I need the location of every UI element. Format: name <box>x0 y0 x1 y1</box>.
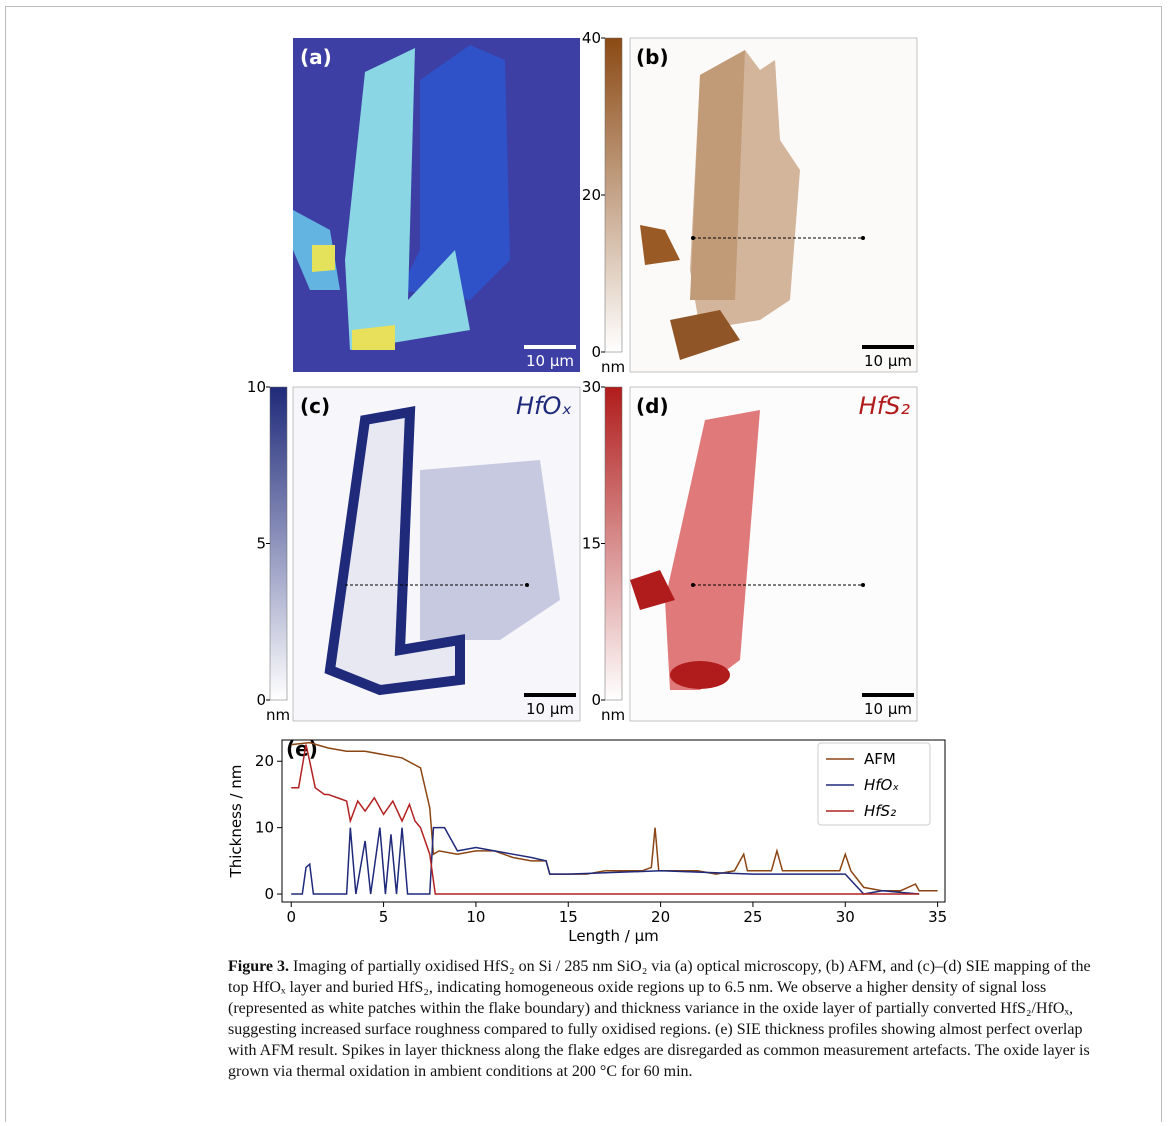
panel-label: (a) <box>300 45 332 69</box>
panel-label: (b) <box>636 45 669 69</box>
scalebar-label: 10 μm <box>526 352 574 370</box>
caption-text: Imaging of partially oxidised HfS₂ on Si… <box>228 958 1091 1080</box>
x-tick-label: 0 <box>286 908 296 926</box>
x-tick-label: 15 <box>559 908 578 926</box>
panel-tag: HfS₂ <box>859 392 911 420</box>
x-tick-label: 30 <box>836 908 855 926</box>
legend-label: HfS₂ <box>864 802 896 820</box>
caption-label: Figure 3. <box>228 958 290 975</box>
x-tick-label: 25 <box>743 908 762 926</box>
colorbar-tick-label: 15 <box>582 535 601 553</box>
x-tick-label: 10 <box>466 908 485 926</box>
x-axis-label: Length / μm <box>568 927 658 945</box>
legend-label: AFM <box>864 750 896 768</box>
colorbar-unit: nm <box>601 706 625 724</box>
y-tick-label: 20 <box>255 752 274 770</box>
figure: 10 μm 10 μm 10 μm 10 μm (a) (b) (c) (d) … <box>227 29 947 945</box>
x-tick-label: 35 <box>928 908 947 926</box>
frame <box>5 6 1162 1122</box>
legend-box <box>817 742 931 826</box>
scalebar-label: 10 μm <box>864 352 912 370</box>
colorbar <box>269 386 288 701</box>
colorbar-tick-label: 40 <box>582 29 601 47</box>
scalebars <box>524 345 914 697</box>
colorbar-unit: nm <box>266 706 290 724</box>
panel-d-image <box>629 386 918 722</box>
colorbar-tick-label: 30 <box>582 378 601 396</box>
colorbar-tick-label: 0 <box>591 343 601 361</box>
colorbar <box>604 37 623 353</box>
panel-label: (c) <box>300 394 330 418</box>
chart-title: (e) <box>286 737 318 761</box>
plot-frame <box>281 739 946 903</box>
panel-a-image <box>293 38 580 372</box>
colorbar-tick-label: 0 <box>256 691 266 709</box>
caption: Figure 3. Imaging of partially oxidised … <box>228 956 1108 1082</box>
scalebar-label: 10 μm <box>526 700 574 718</box>
panel-b-image <box>629 37 918 373</box>
colorbar-tick-label: 0 <box>591 691 601 709</box>
series-line <box>291 826 920 895</box>
colorbar-unit: nm <box>601 358 625 376</box>
panel-label: (d) <box>636 394 669 418</box>
series-line <box>291 741 938 892</box>
scalebar-label: 10 μm <box>864 700 912 718</box>
colorbar-tick-label: 5 <box>256 535 266 553</box>
series-line <box>291 744 920 895</box>
y-tick-label: 0 <box>264 885 274 903</box>
x-tick-label: 20 <box>651 908 670 926</box>
panel-tag: HfOₓ <box>516 392 572 420</box>
colorbar-tick-label: 10 <box>247 378 266 396</box>
x-tick-label: 5 <box>379 908 389 926</box>
colorbar-tick-label: 20 <box>582 186 601 204</box>
legend-label: HfOₓ <box>864 776 899 794</box>
y-axis-label: Thickness / nm <box>227 765 245 879</box>
colorbar <box>604 386 623 701</box>
panel-c-image <box>292 386 581 722</box>
y-tick-label: 10 <box>255 819 274 837</box>
